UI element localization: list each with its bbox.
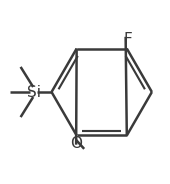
Text: Si: Si	[28, 84, 41, 100]
Text: O: O	[70, 135, 82, 151]
Text: F: F	[123, 32, 132, 47]
